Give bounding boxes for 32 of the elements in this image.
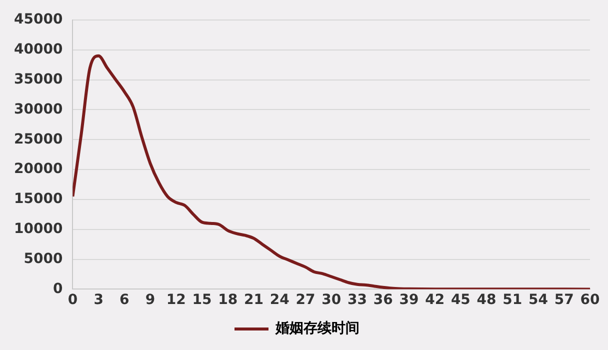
x-tick-label: 57	[554, 292, 574, 308]
x-tick-label: 12	[166, 292, 186, 308]
x-tick-label: 45	[450, 292, 470, 308]
x-tick-label: 36	[373, 292, 393, 308]
x-tick-label: 51	[502, 292, 522, 308]
x-tick-label: 24	[270, 292, 290, 308]
x-tick-label: 42	[425, 292, 445, 308]
x-tick-label: 60	[580, 292, 600, 308]
x-tick-label: 3	[94, 292, 104, 308]
x-tick-label: 15	[192, 292, 212, 308]
y-tick-label: 25000	[14, 131, 63, 148]
y-tick-label: 30000	[14, 101, 63, 118]
y-tick-label: 5000	[24, 250, 63, 267]
x-tick-label: 39	[399, 292, 419, 308]
x-tick-label: 27	[296, 292, 316, 308]
x-tick-label: 9	[145, 292, 156, 308]
x-tick-label: 30	[322, 292, 342, 308]
legend-label: 婚姻存续时间	[274, 320, 360, 337]
y-tick-label: 0	[52, 280, 63, 297]
y-tick-label: 40000	[14, 42, 63, 58]
x-tick-label: 54	[528, 292, 548, 308]
x-tick-label: 48	[476, 292, 496, 308]
x-tick-label: 21	[244, 292, 264, 308]
y-tick-label: 10000	[14, 221, 63, 238]
x-tick-label: 6	[120, 292, 130, 308]
y-tick-label: 20000	[14, 161, 63, 178]
y-tick-label: 15000	[14, 191, 63, 208]
x-tick-label: 33	[347, 292, 367, 308]
y-tick-label: 35000	[14, 71, 63, 88]
x-tick-label: 0	[68, 292, 78, 308]
x-tick-label: 18	[218, 292, 238, 308]
y-tick-label: 45000	[14, 12, 63, 28]
